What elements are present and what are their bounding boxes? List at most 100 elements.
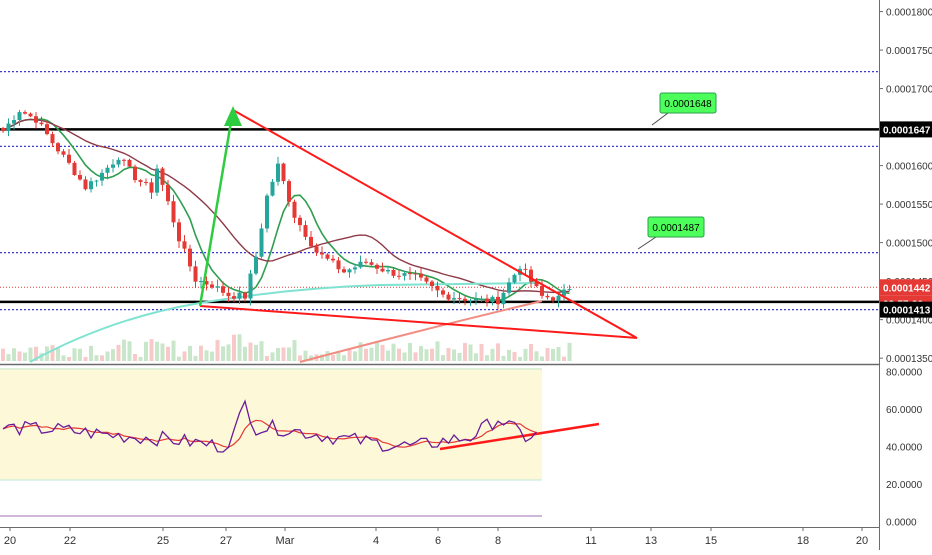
candle-body[interactable] — [320, 252, 324, 255]
candle-body[interactable] — [94, 180, 99, 182]
candle-body[interactable] — [534, 281, 539, 286]
candle-body[interactable] — [303, 225, 308, 237]
candle-body[interactable] — [111, 164, 115, 168]
candle-body[interactable] — [375, 264, 379, 269]
candle-body[interactable] — [353, 267, 357, 270]
candle-body[interactable] — [56, 143, 60, 152]
candle-body[interactable] — [331, 258, 335, 261]
candle-body[interactable] — [413, 273, 418, 275]
candle-body[interactable] — [232, 296, 236, 299]
candle-body[interactable] — [287, 181, 291, 202]
candle-body[interactable] — [369, 262, 374, 265]
candle-body[interactable] — [325, 254, 330, 259]
candle-body[interactable] — [391, 270, 396, 276]
candle-body[interactable] — [116, 159, 121, 165]
candlesticks[interactable] — [1, 109, 572, 310]
candle-body[interactable] — [199, 281, 203, 283]
candle-body[interactable] — [259, 228, 264, 257]
candle-body[interactable] — [347, 269, 352, 273]
candle-body[interactable] — [358, 261, 363, 268]
candle-body[interactable] — [551, 297, 555, 301]
candle-body[interactable] — [556, 295, 561, 301]
candle-body[interactable] — [100, 172, 104, 181]
candle-body[interactable] — [342, 269, 346, 273]
drawings[interactable] — [0, 106, 638, 517]
oscillator-trendline[interactable] — [439, 422, 600, 451]
candle-body[interactable] — [166, 184, 170, 202]
candle-body[interactable] — [243, 292, 247, 299]
candle-body[interactable] — [133, 166, 137, 181]
candle-body[interactable] — [61, 151, 66, 155]
candle-body[interactable] — [468, 300, 473, 302]
candle-body[interactable] — [105, 167, 110, 173]
candle-body[interactable] — [309, 236, 313, 247]
candle-body[interactable] — [215, 286, 220, 288]
candle-body[interactable] — [446, 294, 451, 300]
candle-body[interactable] — [435, 286, 440, 291]
candle-body[interactable] — [314, 246, 319, 253]
candle-body[interactable] — [441, 290, 445, 295]
candle-body[interactable] — [452, 298, 456, 300]
callout-box[interactable] — [659, 92, 717, 114]
candle-body[interactable] — [155, 168, 159, 193]
candle-body[interactable] — [402, 273, 407, 276]
candle-body[interactable] — [72, 162, 77, 176]
candle-body[interactable] — [562, 289, 566, 296]
candle-body[interactable] — [408, 273, 412, 275]
candle-body[interactable] — [292, 201, 297, 218]
candle-body[interactable] — [237, 292, 242, 299]
candle-body[interactable] — [160, 168, 165, 185]
candle-body[interactable] — [12, 120, 16, 124]
candle-body[interactable] — [419, 273, 423, 278]
candle-body[interactable] — [430, 281, 434, 287]
ascending-trendline[interactable] — [199, 305, 638, 339]
bullish-move-line[interactable] — [198, 109, 235, 307]
descending-trendline[interactable] — [232, 109, 638, 339]
candle-body[interactable] — [485, 298, 489, 303]
candle-body[interactable] — [496, 296, 500, 305]
candle-body[interactable] — [193, 266, 198, 282]
candle-body[interactable] — [17, 112, 22, 121]
candle-body[interactable] — [474, 298, 478, 301]
candle-body[interactable] — [45, 124, 49, 135]
candle-body[interactable] — [28, 113, 33, 117]
candle-body[interactable] — [397, 275, 401, 277]
candle-body[interactable] — [1, 127, 5, 132]
candle-body[interactable] — [67, 154, 71, 163]
candle-body[interactable] — [226, 292, 231, 297]
candle-body[interactable] — [276, 163, 280, 182]
candle-body[interactable] — [545, 295, 550, 298]
candle-body[interactable] — [380, 268, 385, 272]
candle-body[interactable] — [248, 273, 253, 299]
candle-body[interactable] — [501, 292, 506, 305]
candle-body[interactable] — [78, 175, 82, 180]
candle-body[interactable] — [138, 180, 143, 182]
price-pane[interactable] — [0, 0, 879, 362]
candle-body[interactable] — [171, 201, 176, 223]
candle-body[interactable] — [512, 274, 517, 283]
candle-body[interactable] — [177, 222, 181, 242]
candle-body[interactable] — [50, 134, 55, 144]
candle-body[interactable] — [270, 181, 275, 196]
callout-box[interactable] — [647, 216, 705, 238]
candle-body[interactable] — [149, 182, 154, 193]
candle-body[interactable] — [204, 281, 209, 285]
candle-body[interactable] — [529, 269, 533, 282]
candle-body[interactable] — [34, 116, 38, 123]
candle-body[interactable] — [6, 123, 11, 132]
candle-body[interactable] — [39, 122, 44, 125]
candle-body[interactable] — [265, 195, 269, 229]
candle-body[interactable] — [424, 277, 429, 282]
candle-body[interactable] — [540, 285, 544, 296]
candle-body[interactable] — [83, 179, 88, 190]
candle-body[interactable] — [463, 298, 467, 301]
candle-body[interactable] — [127, 159, 132, 167]
candle-body[interactable] — [386, 270, 390, 272]
candle-body[interactable] — [479, 298, 484, 300]
candle-body[interactable] — [457, 298, 462, 300]
candle-body[interactable] — [254, 256, 258, 274]
candle-body[interactable] — [221, 286, 225, 293]
candle-body[interactable] — [210, 284, 214, 288]
candle-body[interactable] — [364, 261, 368, 263]
